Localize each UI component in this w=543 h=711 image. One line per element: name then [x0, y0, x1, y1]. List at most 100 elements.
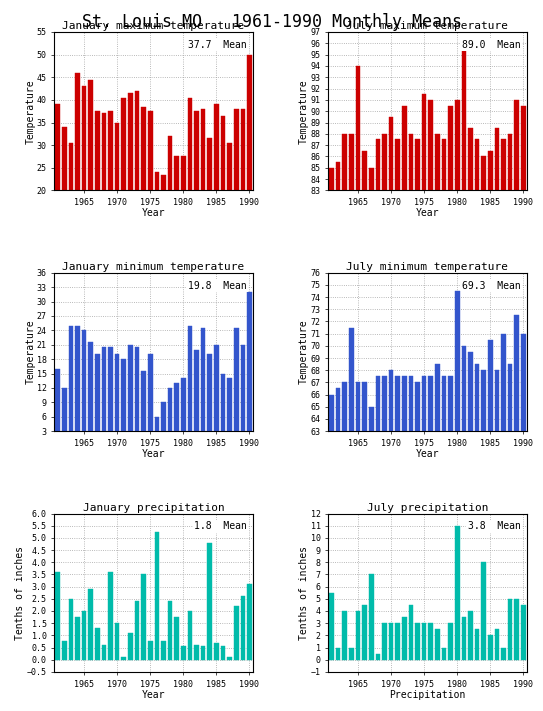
Bar [449, 623, 453, 660]
Bar [82, 611, 86, 660]
Bar [455, 100, 459, 191]
Bar [135, 91, 140, 191]
Bar [161, 174, 166, 191]
Bar [214, 105, 219, 191]
Bar [181, 378, 186, 431]
Bar [247, 292, 252, 431]
Bar [495, 370, 499, 431]
Bar [495, 629, 499, 660]
Title: July precipitation: July precipitation [367, 503, 488, 513]
Y-axis label: Tenths of inches: Tenths of inches [15, 546, 26, 640]
Bar [468, 128, 473, 191]
Bar [356, 383, 361, 431]
Title: January precipitation: January precipitation [83, 503, 224, 513]
Bar [55, 105, 60, 191]
Bar [343, 134, 347, 191]
Bar [369, 574, 374, 660]
Bar [220, 646, 225, 660]
Bar [395, 623, 400, 660]
Bar [389, 117, 393, 191]
Bar [241, 597, 245, 660]
Bar [108, 347, 113, 431]
Bar [188, 611, 192, 660]
X-axis label: Year: Year [142, 690, 165, 700]
Bar [181, 156, 186, 191]
Bar [68, 143, 73, 191]
Bar [128, 633, 132, 660]
Bar [214, 643, 219, 660]
Bar [521, 605, 526, 660]
Bar [241, 345, 245, 431]
Bar [376, 653, 380, 660]
Bar [356, 66, 361, 191]
Bar [441, 139, 446, 191]
Bar [247, 584, 252, 660]
Bar [228, 378, 232, 431]
Bar [174, 383, 179, 431]
Bar [362, 383, 367, 431]
Bar [174, 156, 179, 191]
X-axis label: Year: Year [142, 449, 165, 459]
Bar [201, 109, 205, 191]
Bar [336, 648, 340, 660]
Bar [455, 291, 459, 431]
Bar [356, 611, 361, 660]
Bar [475, 364, 479, 431]
Bar [62, 388, 67, 431]
Bar [115, 354, 119, 431]
Bar [376, 376, 380, 431]
Bar [422, 623, 426, 660]
Bar [108, 572, 113, 660]
Bar [214, 345, 219, 431]
Bar [501, 139, 506, 191]
Y-axis label: Temperature: Temperature [299, 320, 309, 384]
Bar [122, 359, 126, 431]
Bar [201, 646, 205, 660]
Bar [135, 347, 140, 431]
Bar [148, 111, 153, 191]
Bar [55, 369, 60, 431]
Bar [168, 136, 173, 191]
Bar [415, 383, 420, 431]
Bar [141, 574, 146, 660]
Bar [488, 151, 493, 191]
Bar [161, 641, 166, 660]
Bar [409, 376, 413, 431]
Bar [329, 168, 334, 191]
Bar [514, 316, 519, 431]
Bar [508, 134, 513, 191]
Bar [389, 370, 393, 431]
Bar [329, 395, 334, 431]
Bar [220, 373, 225, 431]
Bar [402, 105, 407, 191]
Bar [501, 333, 506, 431]
Y-axis label: Temperature: Temperature [26, 79, 35, 144]
Bar [75, 326, 80, 431]
Bar [329, 593, 334, 660]
Bar [135, 602, 140, 660]
Bar [95, 354, 99, 431]
Y-axis label: Temperature: Temperature [26, 320, 35, 384]
Bar [155, 172, 159, 191]
Bar [207, 542, 212, 660]
Bar [122, 657, 126, 660]
Y-axis label: Tenths of inches: Tenths of inches [299, 546, 309, 640]
Bar [108, 111, 113, 191]
Title: January minimum temperature: January minimum temperature [62, 262, 245, 272]
Bar [462, 346, 466, 431]
Bar [194, 645, 199, 660]
Bar [428, 623, 433, 660]
Bar [234, 606, 238, 660]
Bar [89, 589, 93, 660]
Bar [201, 328, 205, 431]
Bar [349, 328, 353, 431]
Bar [435, 134, 440, 191]
Bar [482, 562, 486, 660]
Bar [228, 143, 232, 191]
Bar [521, 105, 526, 191]
Title: January maximum temperature: January maximum temperature [62, 21, 245, 31]
Bar [422, 376, 426, 431]
Bar [141, 371, 146, 431]
Bar [95, 628, 99, 660]
Bar [441, 376, 446, 431]
